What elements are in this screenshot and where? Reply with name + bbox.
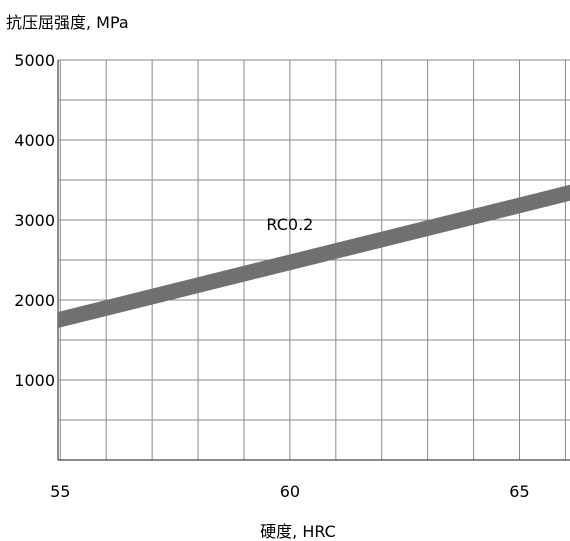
series-band-rc02 — [58, 184, 570, 328]
grid — [58, 59, 570, 460]
x-tick-label: 65 — [509, 482, 529, 501]
y-axis-label: 抗压屈强度, MPa — [6, 13, 129, 32]
series — [58, 184, 570, 328]
x-tick-label: 55 — [50, 482, 70, 501]
x-axis-label: 硬度, HRC — [260, 522, 336, 541]
axes: 1000 2000 3000 4000 5000 55 60 65 — [14, 51, 570, 501]
y-tick-label: 3000 — [14, 211, 55, 230]
x-tick-label: 60 — [280, 482, 300, 501]
y-tick-label: 2000 — [14, 291, 55, 310]
y-tick-label: 5000 — [14, 51, 55, 70]
band-annotation-rc02: RC0.2 — [266, 215, 313, 234]
y-tick-label: 1000 — [14, 371, 55, 390]
y-tick-label: 4000 — [14, 131, 55, 150]
